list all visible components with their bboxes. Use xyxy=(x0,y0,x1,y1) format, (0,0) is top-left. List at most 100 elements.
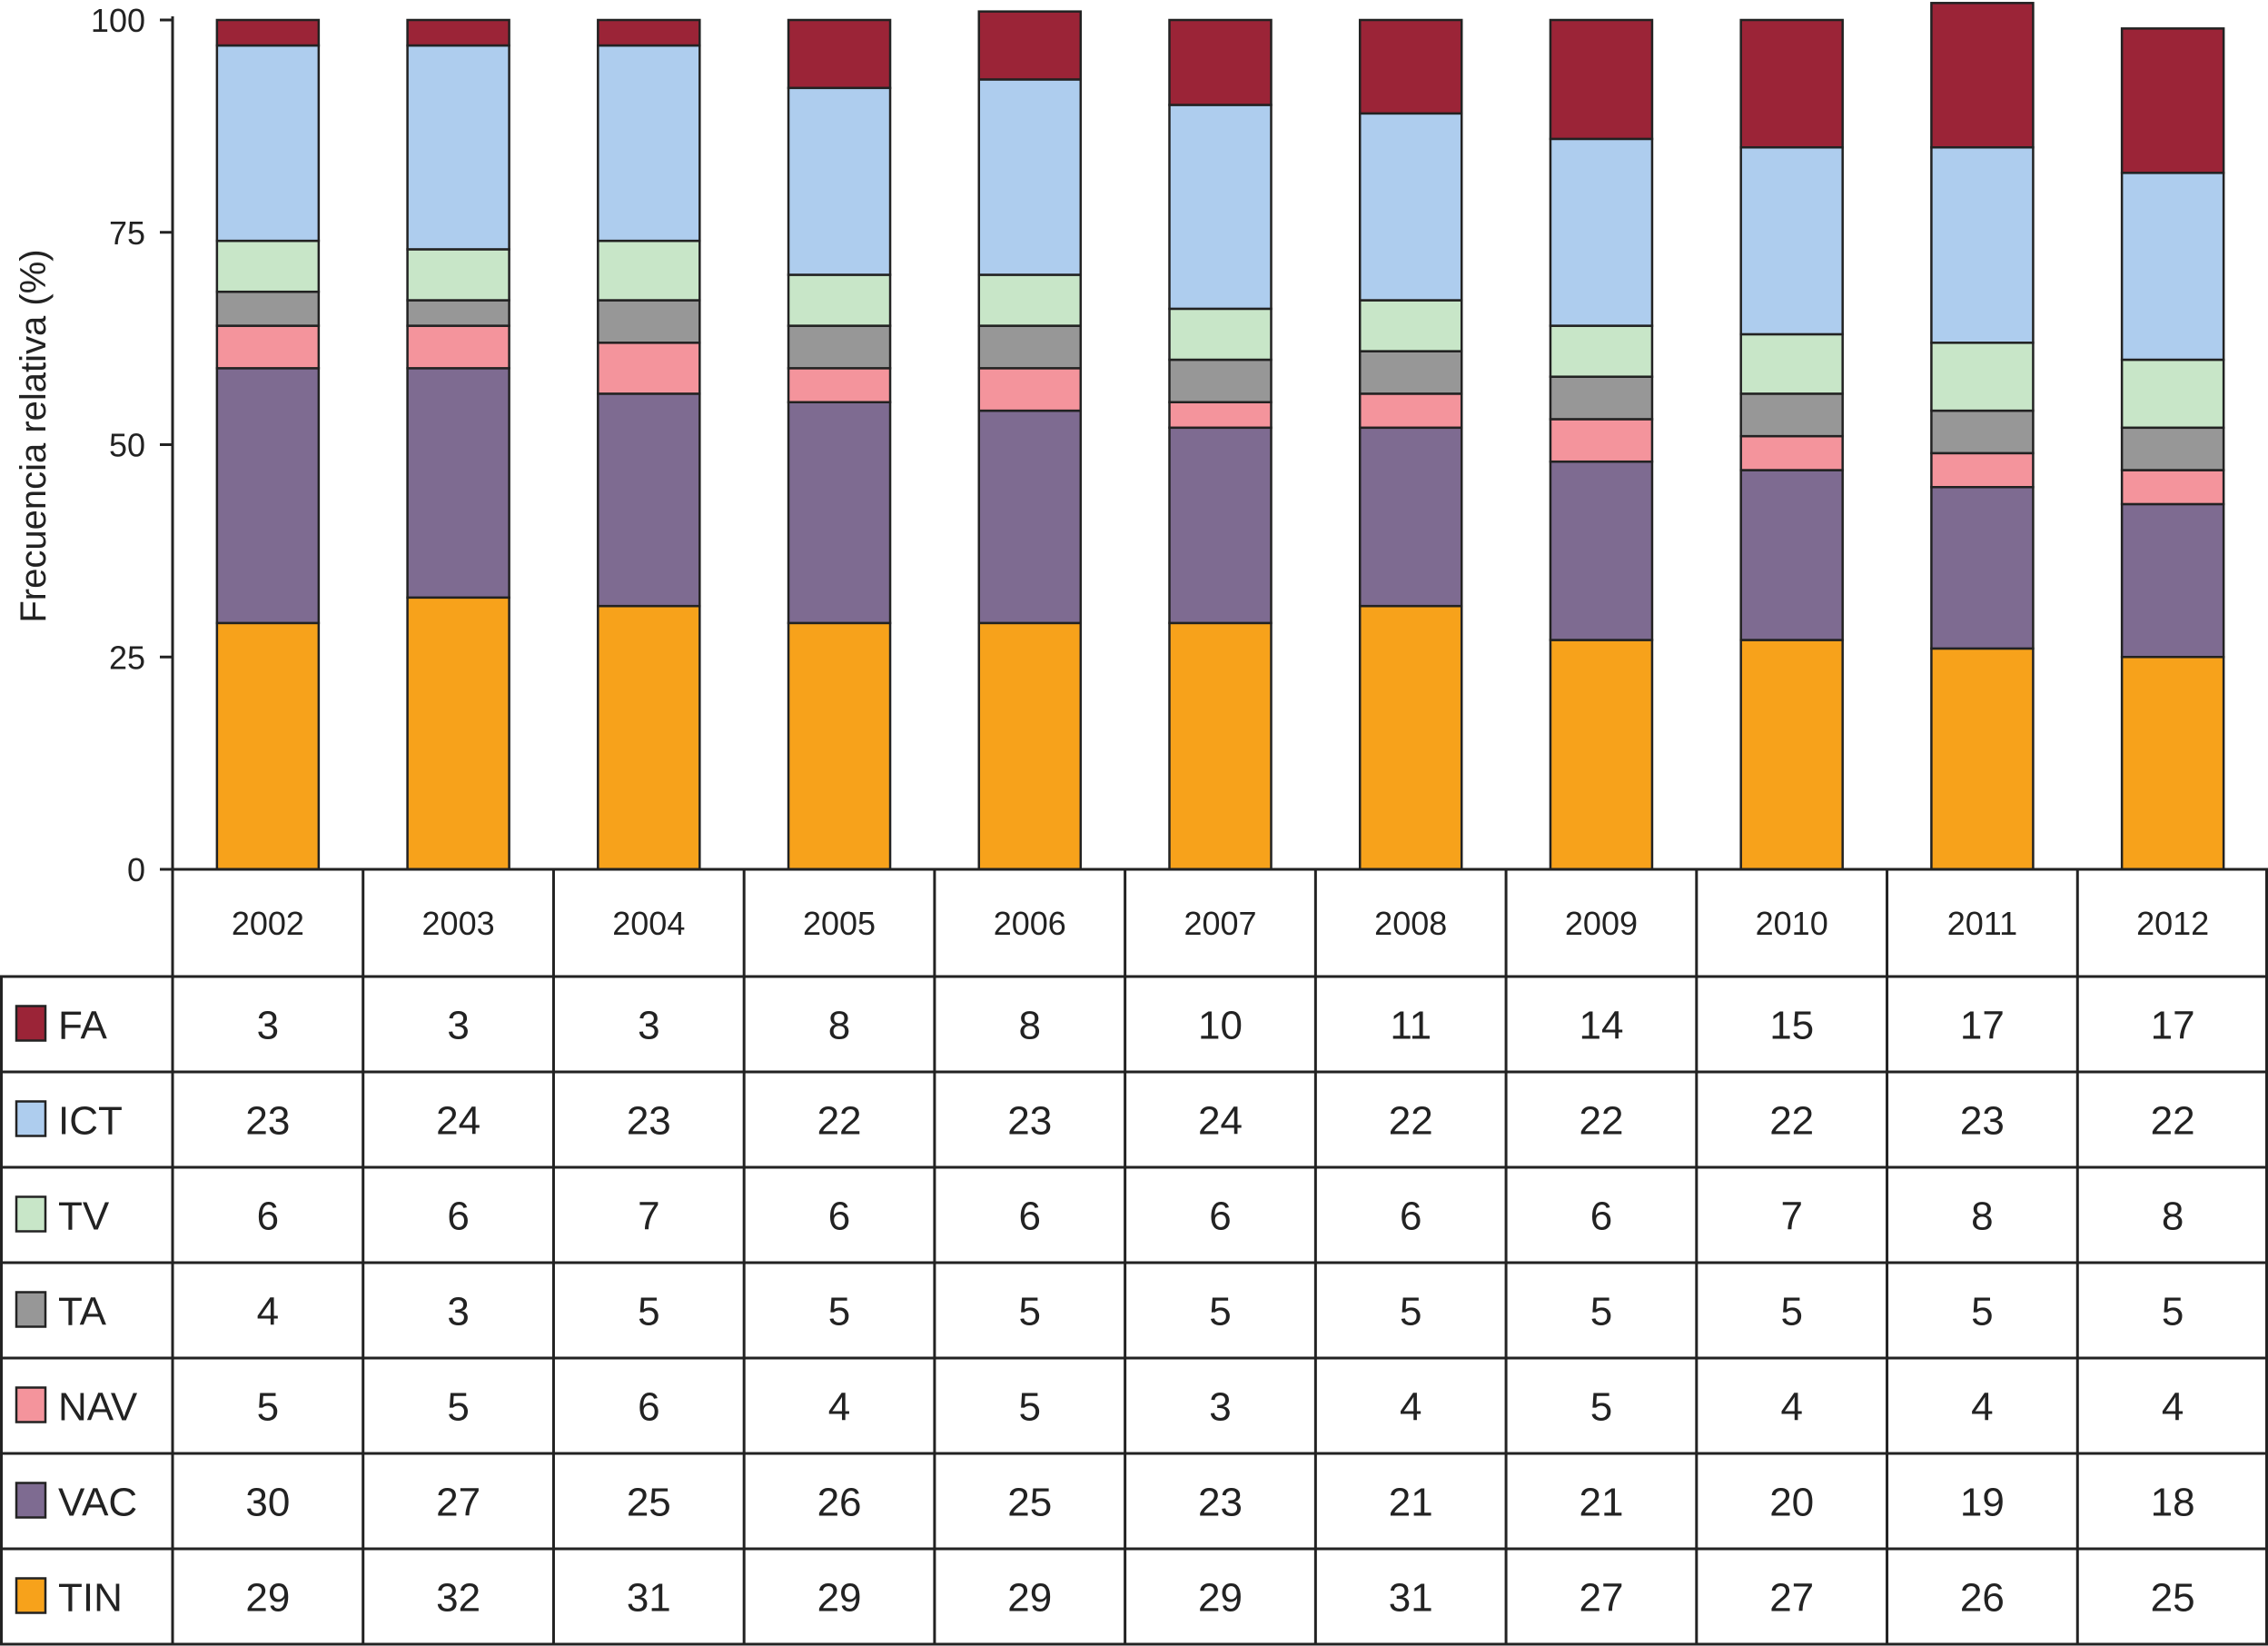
legend-label-tin: TIN xyxy=(58,1576,123,1621)
bar-segment-tv-2003 xyxy=(406,248,510,302)
x-tick-label: 2006 xyxy=(994,905,1066,942)
legend-label-vac: VAC xyxy=(58,1481,137,1525)
legend-label-ict: ICT xyxy=(58,1099,123,1144)
table-cell-vac-2005: 26 xyxy=(817,1481,862,1525)
bar-segment-fa-2010 xyxy=(1739,18,1844,149)
bar-segment-ict-2010 xyxy=(1739,146,1844,336)
bar-segment-tv-2008 xyxy=(1358,299,1463,352)
bar-segment-nav-2003 xyxy=(406,324,510,370)
bar-segment-vac-2010 xyxy=(1739,469,1844,641)
table-cell-vac-2007: 23 xyxy=(1198,1481,1243,1525)
bar-segment-ta-2006 xyxy=(977,324,1083,370)
x-tick-label: 2005 xyxy=(803,905,876,942)
table-cell-fa-2011: 17 xyxy=(1960,1004,2005,1048)
bar-segment-nav-2004 xyxy=(597,342,701,395)
table-cell-tv-2011: 8 xyxy=(1971,1195,1993,1239)
table-cell-fa-2008: 11 xyxy=(1390,1004,1431,1048)
x-tick-label: 2009 xyxy=(1565,905,1638,942)
x-tick-label: 2011 xyxy=(1947,905,2017,942)
bar-segment-tv-2006 xyxy=(977,273,1083,327)
bar-segment-tin-2006 xyxy=(977,621,1083,871)
y-tick-label: 0 xyxy=(127,851,145,888)
table-cell-ta-2006: 5 xyxy=(1019,1290,1041,1334)
bar-segment-tv-2009 xyxy=(1549,324,1654,378)
bar-segment-fa-2012 xyxy=(2120,27,2225,174)
table-cell-fa-2003: 3 xyxy=(447,1004,469,1048)
bar-segment-vac-2007 xyxy=(1168,426,1273,625)
table-cell-nav-2007: 3 xyxy=(1209,1385,1231,1430)
bar-segment-tin-2008 xyxy=(1358,604,1463,871)
bar-segment-tin-2012 xyxy=(2120,656,2225,871)
bar-segment-ict-2008 xyxy=(1358,112,1463,302)
table-cell-ict-2012: 22 xyxy=(2151,1099,2195,1144)
table-cell-tin-2008: 31 xyxy=(1389,1576,1433,1621)
table-cell-nav-2010: 4 xyxy=(1780,1385,1802,1430)
bars xyxy=(215,2,2225,871)
bar-segment-ict-2009 xyxy=(1549,137,1654,327)
x-tick-label: 2008 xyxy=(1374,905,1447,942)
table-cell-tv-2012: 8 xyxy=(2162,1195,2184,1239)
table-cell-nav-2003: 5 xyxy=(447,1385,469,1430)
table-cell-fa-2009: 14 xyxy=(1579,1004,1623,1048)
bar-segment-ta-2007 xyxy=(1168,358,1273,403)
table-cell-ta-2008: 5 xyxy=(1400,1290,1421,1334)
y-axis-label: Frecuencia relativa (%) xyxy=(14,249,54,622)
table-cell-tv-2005: 6 xyxy=(828,1195,850,1239)
bar-segment-tin-2011 xyxy=(1930,647,2035,871)
bar-segment-ict-2006 xyxy=(977,78,1083,276)
bar-segment-fa-2006 xyxy=(977,10,1083,81)
bar-segment-ta-2012 xyxy=(2120,426,2225,471)
table-cell-tin-2009: 27 xyxy=(1579,1576,1623,1621)
bar-segment-ict-2005 xyxy=(787,86,892,276)
bar-segment-ict-2002 xyxy=(215,44,321,243)
table-cell-tv-2010: 7 xyxy=(1780,1195,1802,1239)
table-cell-vac-2004: 25 xyxy=(627,1481,671,1525)
bar-segment-tin-2002 xyxy=(215,621,321,871)
bar-segment-fa-2008 xyxy=(1358,18,1463,115)
table-cell-nav-2011: 4 xyxy=(1971,1385,1993,1430)
table-cell-ta-2009: 5 xyxy=(1590,1290,1612,1334)
table-cell-fa-2004: 3 xyxy=(638,1004,659,1048)
bar-segment-ta-2009 xyxy=(1549,375,1654,421)
bar-segment-ict-2007 xyxy=(1168,104,1273,311)
bar-segment-tv-2004 xyxy=(597,239,701,302)
x-tick-label: 2003 xyxy=(422,905,495,942)
bar-segment-ta-2002 xyxy=(215,290,321,327)
table-cell-tv-2004: 7 xyxy=(638,1195,659,1239)
legend-swatch-fa xyxy=(15,1005,47,1042)
table-cell-vac-2006: 25 xyxy=(1007,1481,1052,1525)
bar-segment-tv-2010 xyxy=(1739,332,1844,395)
bar-segment-tin-2010 xyxy=(1739,639,1844,871)
table-cell-nav-2006: 5 xyxy=(1019,1385,1041,1430)
table-cell-tin-2010: 27 xyxy=(1769,1576,1814,1621)
legend-label-nav: NAV xyxy=(58,1385,138,1430)
bar-segment-ta-2003 xyxy=(406,299,510,327)
table-cell-nav-2012: 4 xyxy=(2162,1385,2184,1430)
table-cell-fa-2002: 3 xyxy=(257,1004,279,1048)
bar-segment-vac-2003 xyxy=(406,367,510,600)
table-cell-fa-2005: 8 xyxy=(828,1004,850,1048)
bar-segment-ict-2004 xyxy=(597,44,701,243)
bar-segment-tv-2012 xyxy=(2120,358,2225,430)
table-cell-fa-2010: 15 xyxy=(1769,1004,1814,1048)
table-cell-vac-2010: 20 xyxy=(1769,1481,1814,1525)
bar-segment-tv-2002 xyxy=(215,239,321,293)
table-cell-vac-2003: 27 xyxy=(436,1481,480,1525)
table-cell-fa-2012: 17 xyxy=(2151,1004,2195,1048)
table-cell-tv-2007: 6 xyxy=(1209,1195,1231,1239)
legend-swatch-nav xyxy=(15,1386,47,1423)
bar-segment-ta-2010 xyxy=(1739,392,1844,438)
legend-swatch-tv xyxy=(15,1195,47,1233)
bar-segment-fa-2005 xyxy=(787,18,892,90)
table-cell-ta-2011: 5 xyxy=(1971,1290,1993,1334)
bar-segment-tin-2007 xyxy=(1168,621,1273,871)
table-cell-ict-2008: 22 xyxy=(1389,1099,1433,1144)
table-cell-tin-2003: 32 xyxy=(436,1576,480,1621)
bar-segment-nav-2011 xyxy=(1930,451,2035,489)
table-cell-nav-2008: 4 xyxy=(1400,1385,1421,1430)
bar-segment-tin-2003 xyxy=(406,596,510,871)
table-cell-tv-2002: 6 xyxy=(257,1195,279,1239)
table-cell-tv-2008: 6 xyxy=(1400,1195,1421,1239)
axes: 0 25 50 75 100 xyxy=(91,2,174,888)
